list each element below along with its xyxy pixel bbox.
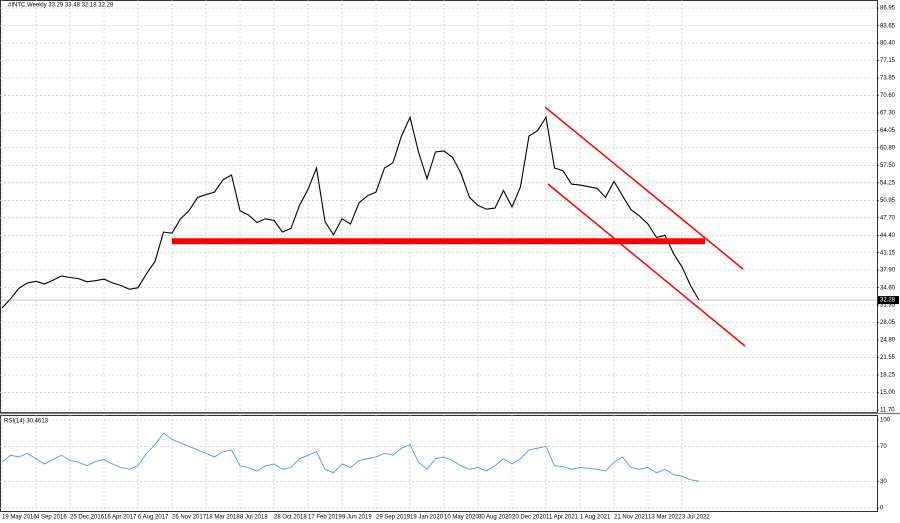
y-tick-label: 30 (880, 479, 887, 485)
y-tick-label: 47.70 (880, 215, 896, 221)
rsi-title: RSI(14) 30.4613 (4, 419, 49, 425)
chart-title: #INTC,Weekly 33.29 33.48 32.18 32.28 (8, 3, 114, 9)
x-tick-label: 18 Mar 2018 (206, 515, 240, 521)
y-tick-label: 31.35 (880, 303, 896, 309)
y-tick-label: 21.55 (880, 355, 896, 361)
x-tick-label: 11 Apr 2021 (546, 515, 579, 521)
y-tick-label: 15.00 (880, 390, 896, 396)
y-tick-label: 54.25 (880, 180, 896, 186)
y-tick-label: 41.15 (880, 250, 896, 256)
last-price-tag (878, 296, 899, 305)
y-tick-label: 37.90 (880, 268, 896, 274)
y-tick-label: 44.40 (880, 233, 896, 239)
x-tick-label: 19 Jan 2020 (410, 515, 444, 521)
y-tick-label: 0 (880, 506, 884, 512)
x-tick-label: 6 Aug 2017 (138, 515, 169, 521)
x-tick-label: 10 May 2020 (444, 515, 479, 521)
x-tick-label: 4 Sep 2016 (36, 515, 67, 521)
x-tick-label: 16 Apr 2017 (104, 515, 137, 521)
last-price-label: 32.28 (880, 298, 896, 304)
x-tick-label: 8 Jul 2018 (240, 515, 268, 521)
y-tick-label: 28.05 (880, 320, 896, 326)
grid (0, 0, 877, 511)
y-tick-label: 77.15 (880, 58, 896, 64)
x-tick-label: 25 Dec 2016 (70, 515, 105, 521)
x-tick-label: 20 Dec 2020 (512, 515, 547, 521)
rsi-frame (0, 415, 878, 512)
channel-upper (544, 106, 744, 270)
rsi-line (1, 432, 700, 482)
y-tick-label: 86.95 (880, 6, 896, 12)
channel-lower (547, 183, 746, 347)
x-tick-label: 30 Aug 2020 (478, 515, 512, 521)
x-tick-label: 19 May 2016 (2, 515, 37, 521)
x-tick-label: 17 Feb 2019 (308, 515, 342, 521)
y-tick-label: 73.85 (880, 76, 896, 82)
y-tick-label: 24.80 (880, 338, 896, 344)
x-tick-label: 3 Jul 2022 (682, 515, 710, 521)
x-tick-label: 28 Oct 2018 (274, 515, 307, 521)
y-tick-label: 100 (880, 418, 891, 424)
y-tick-label: 70.60 (880, 93, 896, 99)
y-tick-label: 64.05 (880, 128, 896, 134)
y-tick-label: 70 (880, 444, 887, 450)
y-tick-label: 18.25 (880, 373, 896, 379)
price-line (1, 115, 700, 309)
x-tick-label: 13 Mar 2022 (648, 515, 682, 521)
x-tick-label: 26 Nov 2017 (172, 515, 207, 521)
price-frame (0, 0, 878, 413)
marks (0, 115, 877, 482)
y-tick-label: 50.95 (880, 198, 896, 204)
y-tick-label: 67.30 (880, 111, 896, 117)
y-tick-label: 34.60 (880, 285, 896, 291)
y-tick-label: 11.70 (880, 408, 895, 414)
y-tick-label: 57.50 (880, 163, 896, 169)
y-tick-label: 80.40 (880, 41, 896, 47)
x-tick-label: 9 Jun 2019 (342, 515, 372, 521)
x-tick-label: 29 Sep 2019 (376, 515, 411, 521)
x-tick-label: 21 Nov 2021 (614, 515, 649, 521)
y-tick-label: 83.65 (880, 23, 896, 29)
x-tick-label: 1 Aug 2021 (580, 515, 611, 521)
y-tick-label: 60.80 (880, 145, 896, 151)
